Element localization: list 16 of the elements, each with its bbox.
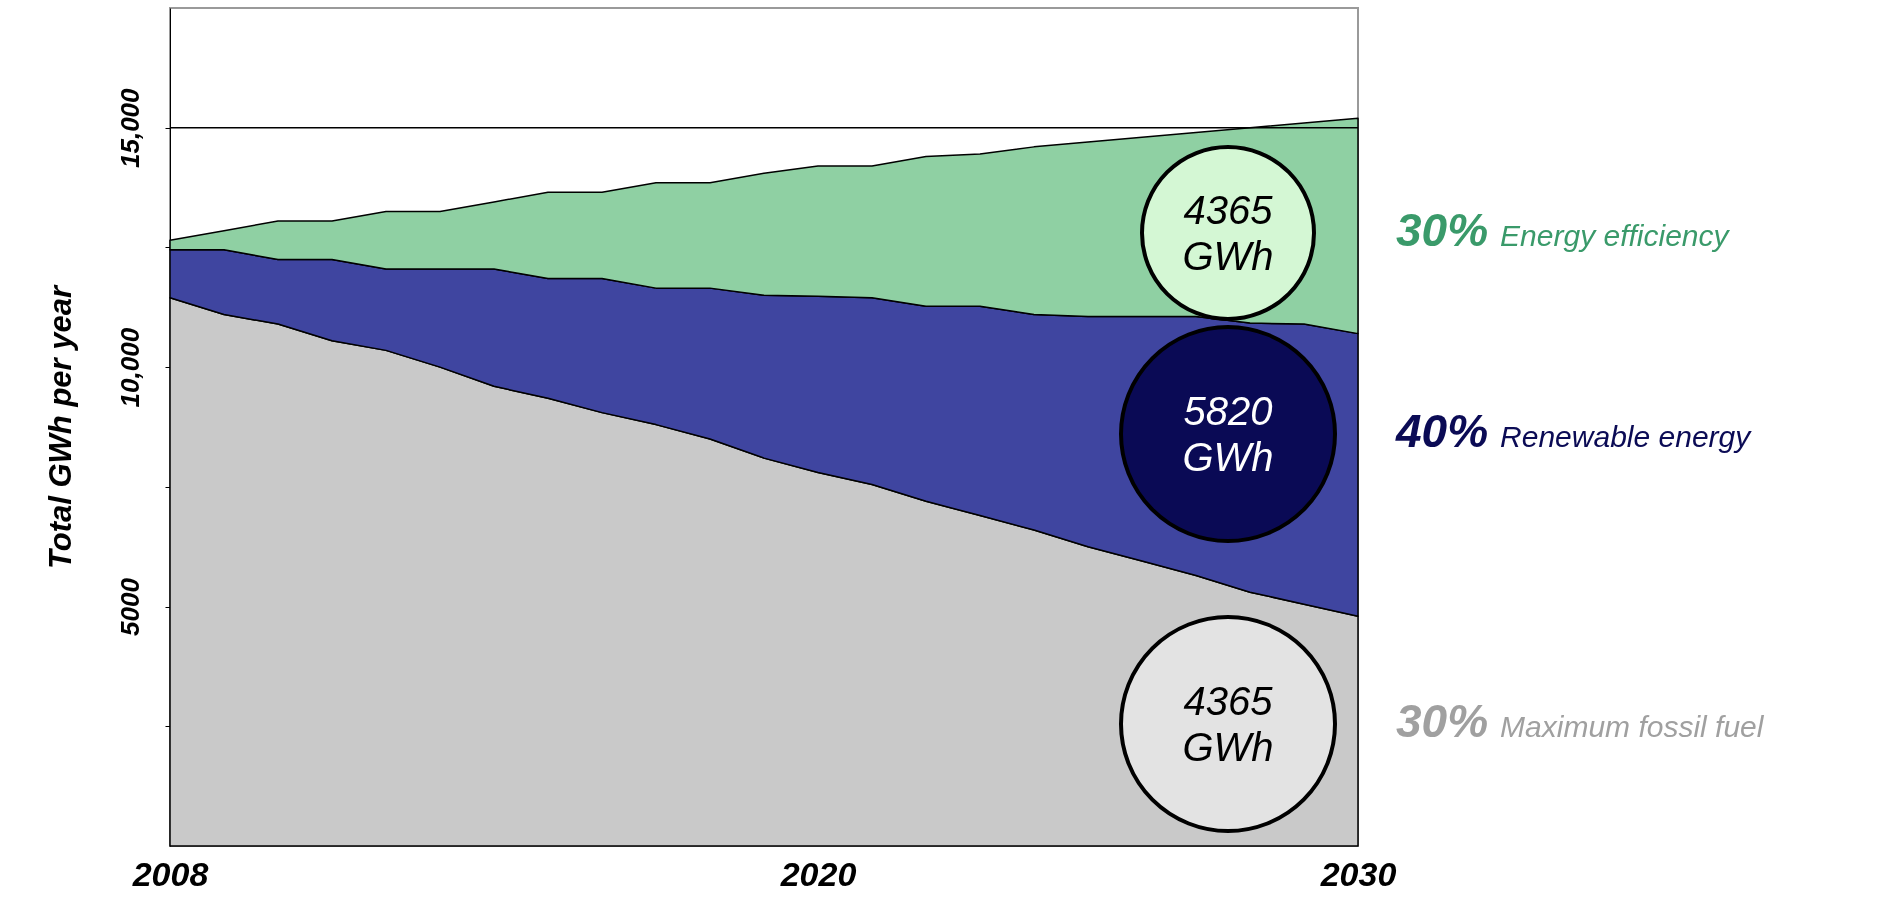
text: Renewable energy xyxy=(1500,420,1751,453)
text: Energy efficiency xyxy=(1500,219,1729,252)
text: 30% xyxy=(1396,695,1489,747)
y-tick-label: 5000 xyxy=(114,577,145,636)
text: 40% xyxy=(1396,405,1489,457)
x-tick-label: 2030 xyxy=(1319,854,1397,893)
text: 30% xyxy=(1396,204,1489,256)
annotation: 4365 GWh xyxy=(1181,187,1275,279)
text: Maximum fossil fuel xyxy=(1500,710,1764,743)
y-tick-label: 10,000 xyxy=(114,327,145,408)
x-tick-label: 2020 xyxy=(779,854,857,893)
x-tick-label: 2008 xyxy=(131,854,209,893)
annotation: 5820 GWh xyxy=(1181,388,1275,480)
annotation: 4365 GWh xyxy=(1181,678,1275,770)
y-axis-title: Total GWh per year xyxy=(42,284,78,570)
y-tick-label: 15,000 xyxy=(114,87,145,168)
